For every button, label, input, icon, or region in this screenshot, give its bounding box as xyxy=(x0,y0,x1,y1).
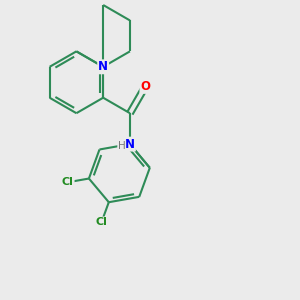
Text: N: N xyxy=(98,60,108,73)
Text: Cl: Cl xyxy=(95,218,107,227)
Text: N: N xyxy=(125,138,135,151)
Text: Cl: Cl xyxy=(62,177,74,187)
Text: H: H xyxy=(118,141,126,151)
Text: O: O xyxy=(140,80,150,93)
